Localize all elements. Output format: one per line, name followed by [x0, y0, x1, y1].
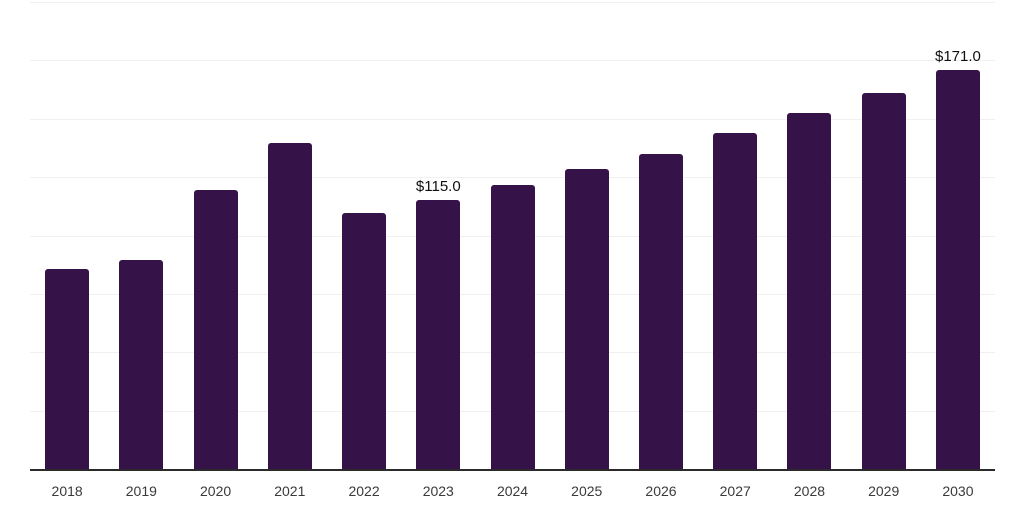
- gridline: [30, 118, 995, 120]
- bar: [267, 143, 312, 469]
- bar: [416, 200, 461, 469]
- x-tick-label: 2026: [645, 483, 677, 499]
- bar-group: [104, 2, 178, 469]
- bar: [490, 185, 535, 469]
- x-tick-label: 2023: [422, 483, 454, 499]
- bar-group: [550, 2, 624, 469]
- bar: [119, 260, 164, 469]
- bar-group: [624, 2, 698, 469]
- bar-group: [698, 2, 772, 469]
- x-tick-label: 2030: [942, 483, 974, 499]
- bar: [342, 213, 387, 469]
- x-tick-label: 2022: [348, 483, 380, 499]
- bar: [935, 69, 980, 469]
- bar-group: [327, 2, 401, 469]
- bar: [564, 168, 609, 469]
- bar-group: [178, 2, 252, 469]
- x-tick-label: 2024: [496, 483, 529, 499]
- x-tick-label: 2019: [125, 483, 157, 499]
- x-tick-label: 2021: [274, 483, 306, 499]
- x-tick-label: 2027: [719, 483, 751, 499]
- bar-value-label: $115.0: [415, 178, 461, 196]
- x-tick-label: 2025: [571, 483, 603, 499]
- bars-container: $115.0 $171.0: [30, 2, 995, 469]
- gridline: [30, 2, 995, 3]
- gridline: [30, 177, 995, 179]
- bar-group: [847, 2, 921, 469]
- bar-group: [30, 2, 104, 469]
- bar-group: $171.0: [921, 2, 995, 469]
- bar: [713, 132, 758, 469]
- bar: [45, 269, 90, 469]
- x-axis-labels: 2018 2019 2020 2021 2022 2023 2024 2025 2026 2027…: [30, 482, 995, 501]
- bar: [638, 153, 683, 469]
- plot-area: $115.0 $171.0: [30, 2, 995, 471]
- bar: [787, 112, 832, 469]
- bar-group: [253, 2, 327, 469]
- x-tick-label: 2018: [51, 483, 83, 499]
- bar-group: [772, 2, 846, 469]
- x-tick-label: 2029: [868, 483, 900, 499]
- gridline: [30, 60, 995, 62]
- bar-group: [475, 2, 549, 469]
- bar-group: $115.0: [401, 2, 475, 469]
- bar: [193, 189, 238, 469]
- bar-value-label: $171.0: [934, 47, 981, 65]
- x-tick-label: 2028: [793, 483, 826, 499]
- bar: [861, 93, 906, 469]
- x-tick-label: 2020: [200, 483, 232, 499]
